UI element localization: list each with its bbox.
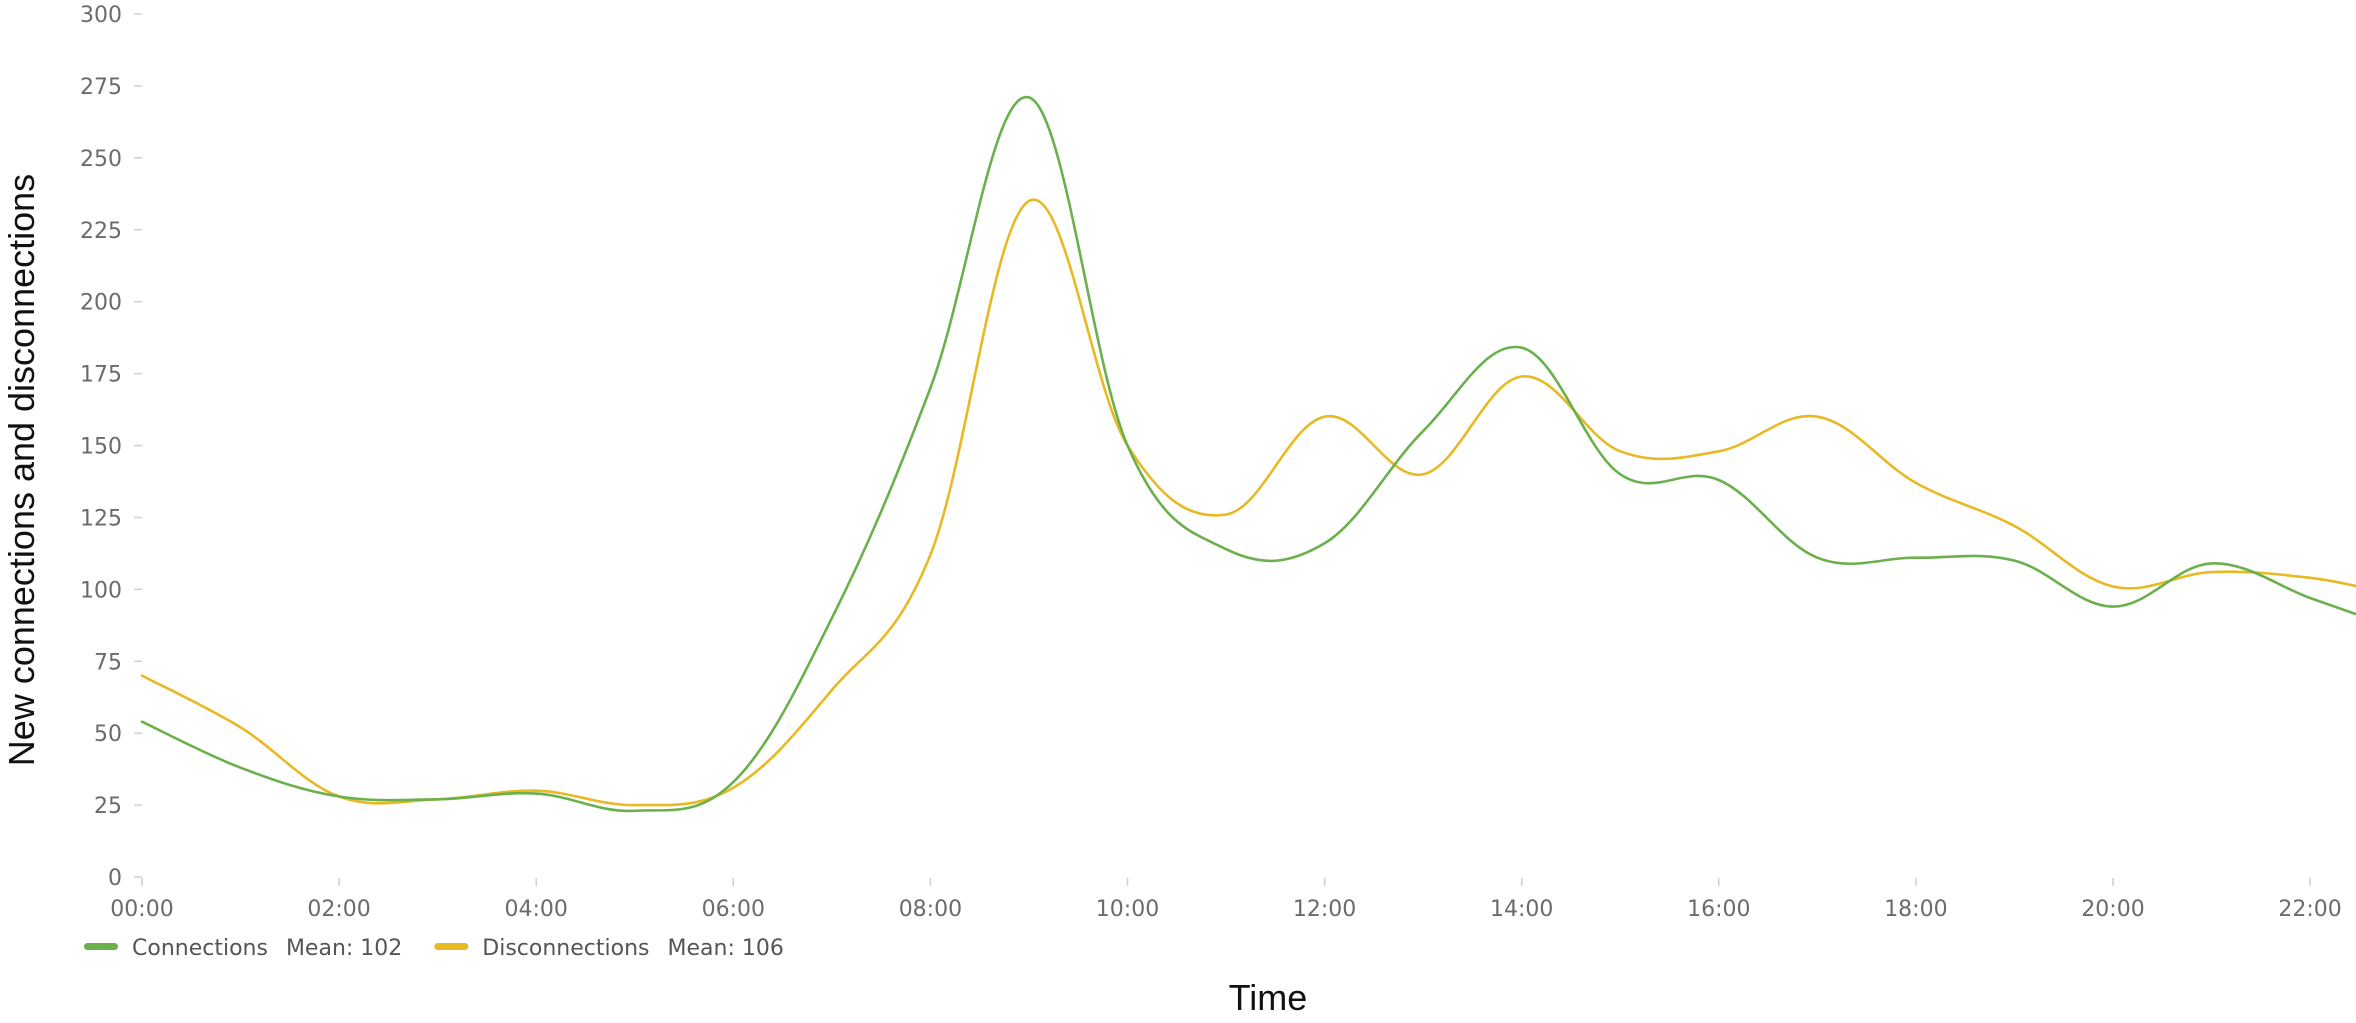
y-tick-label: 175 [80, 363, 122, 388]
x-tick-label: 04:00 [504, 897, 567, 922]
x-tick-label: 22:00 [2278, 897, 2341, 922]
series-layer [140, 96, 2356, 813]
x-tick-label: 18:00 [1884, 897, 1947, 922]
x-axis-title: Time [1229, 977, 1308, 1018]
y-tick-label: 50 [94, 722, 122, 747]
x-tick-label: 02:00 [307, 897, 370, 922]
x-tick-label: 00:00 [110, 897, 173, 922]
x-axis-ticks: 00:00 02:00 04:00 06:00 08:00 10:00 12:00 14:00… [110, 878, 2342, 922]
legend-series-mean: Mean: 102 [286, 936, 402, 961]
legend-series-name: Connections [132, 936, 268, 961]
y-tick-label: 125 [80, 506, 122, 531]
x-tick-label: 14:00 [1490, 897, 1553, 922]
y-tick-label: 150 [80, 435, 122, 460]
y-tick-label: 200 [80, 291, 122, 316]
y-tick-label: 275 [80, 75, 122, 100]
y-tick-label: 0 [108, 866, 122, 891]
legend: Connections Mean: 102 Disconnections Mean: … [84, 936, 784, 961]
y-tick-label: 100 [80, 578, 122, 603]
legend-swatch [434, 943, 469, 950]
y-tick-label: 250 [80, 147, 122, 172]
y-tick-label: 225 [80, 219, 122, 244]
y-tick-label: 300 [80, 3, 122, 28]
legend-series-mean: Mean: 106 [668, 936, 784, 961]
x-tick-label: 10:00 [1096, 897, 1159, 922]
x-tick-label: 16:00 [1687, 897, 1750, 922]
legend-series-name: Disconnections [482, 936, 649, 961]
series-line-disconnections [140, 198, 2356, 807]
x-tick-label: 06:00 [702, 897, 765, 922]
x-tick-label: 08:00 [899, 897, 962, 922]
legend-swatch [84, 943, 118, 950]
x-tick-label: 20:00 [2081, 897, 2144, 922]
y-axis-ticks: 0 25 50 75 100 125 150 175 200 225 250 275 300 [80, 3, 142, 891]
y-tick-label: 75 [94, 650, 122, 675]
y-axis-title: New connections and disconnections [1, 174, 42, 766]
series-line-connections [140, 96, 2356, 813]
y-tick-label: 25 [94, 794, 122, 819]
x-tick-label: 12:00 [1293, 897, 1356, 922]
